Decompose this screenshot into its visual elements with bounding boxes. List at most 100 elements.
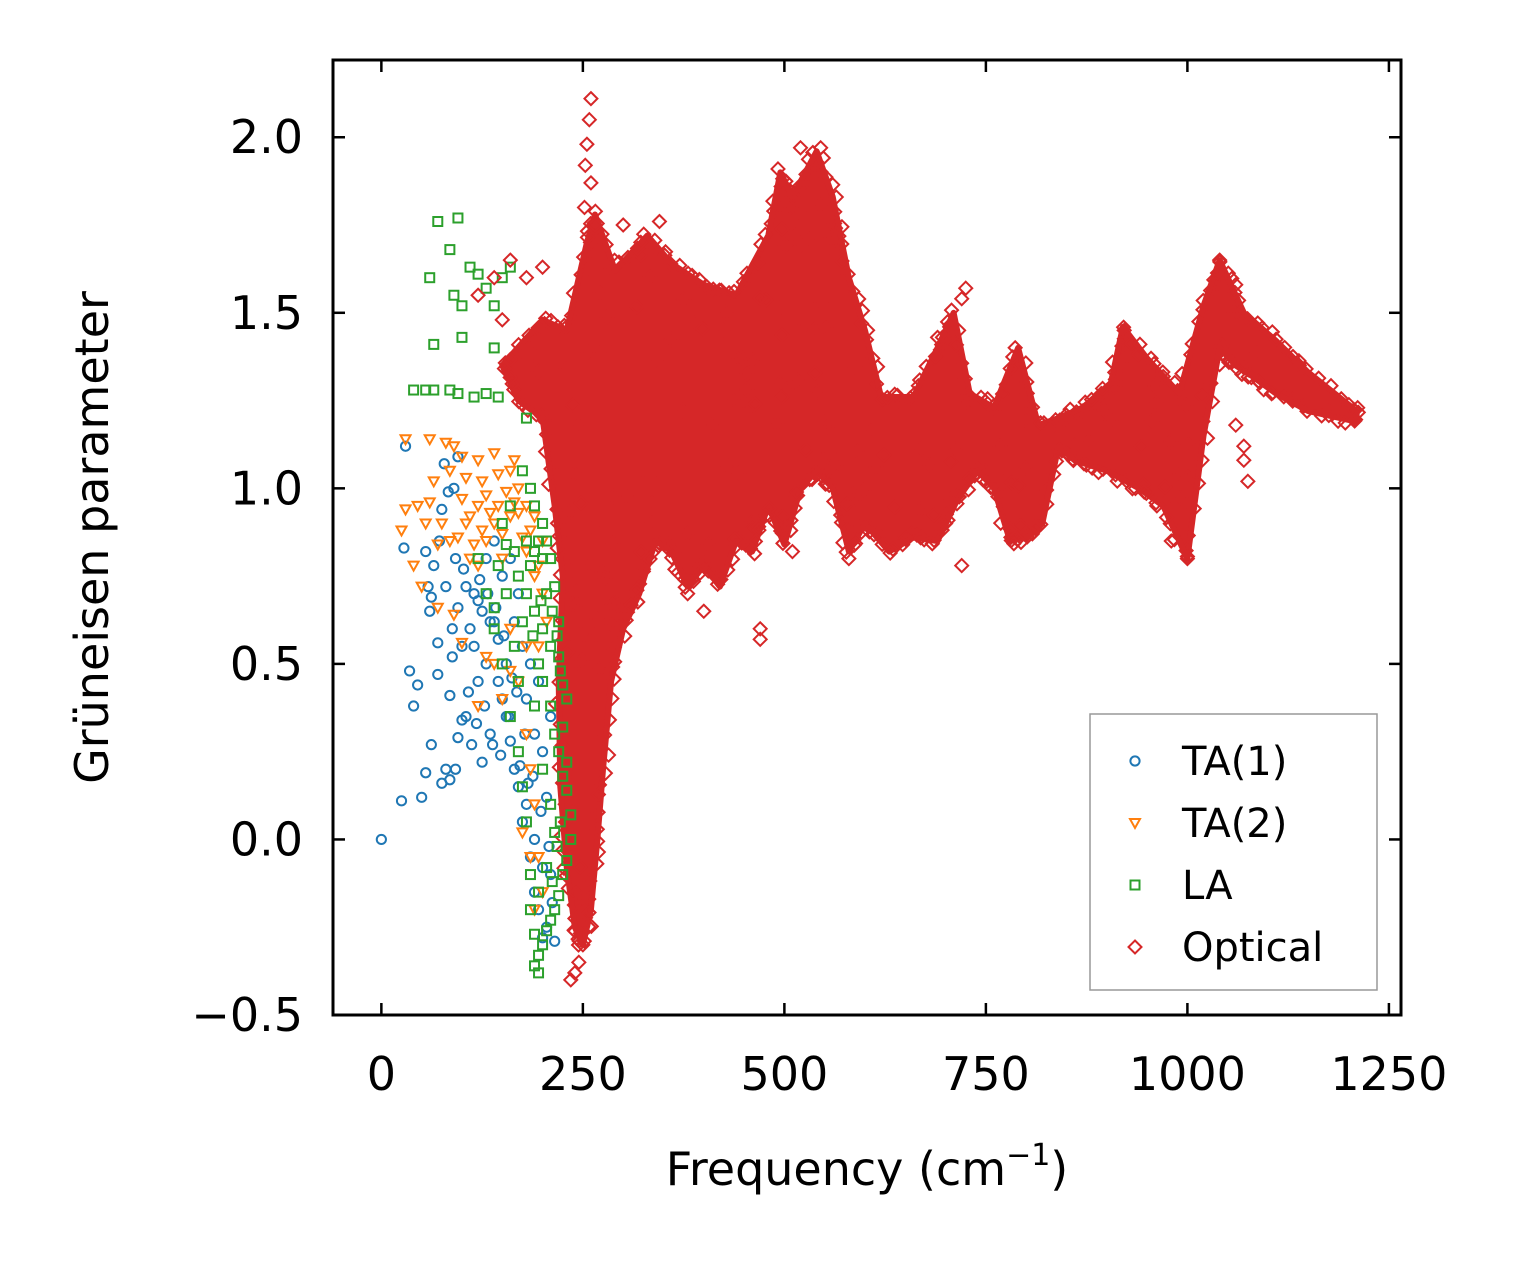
data-point [486,269,503,286]
optical-edge-point [832,507,849,524]
data-point [495,694,509,707]
optical-cloud-point [1240,361,1257,378]
optical-cloud-point [811,197,828,213]
data-point [545,700,557,712]
data-point [496,272,508,284]
data-point [423,434,437,447]
optical-edge-point [1174,365,1190,382]
data-point [514,760,526,772]
optical-edge-point [791,177,808,194]
optical-edge-point [549,501,565,518]
data-point [410,500,425,513]
optical-edge-point [1195,413,1211,430]
optical-cloud-point [1146,378,1163,394]
optical-edge-point [1223,270,1240,287]
optical-cloud-point [758,291,774,308]
data-point [541,925,553,937]
data-point [554,665,566,677]
optical-cloud-point [628,299,645,316]
data-point [504,711,516,723]
optical-cloud-point [1016,411,1033,428]
data-point [479,651,493,664]
y-tick-label: 0.0 [230,812,303,866]
optical-cloud-point [579,619,596,636]
optical-edge-point [746,545,763,562]
data-point [508,640,520,652]
optical-edge-point [650,534,667,551]
data-point [512,675,524,687]
optical-edge-point [978,473,995,490]
data-point [784,543,801,560]
optical-cloud-point [574,652,591,668]
optical-edge-point [554,737,570,754]
data-point [495,749,507,761]
optical-cloud-point [942,491,959,508]
data-point [446,623,458,635]
data-point [395,795,408,807]
data-point [486,739,499,751]
data-point [425,739,437,751]
optical-edge-point [582,234,599,251]
optical-edge-point [1323,377,1339,394]
optical-edge-point [726,283,742,300]
data-point [496,570,508,582]
optical-edge-point [960,481,977,498]
optical-cloud-point [724,391,741,408]
optical-edge-point [957,370,974,387]
optical-cloud-point [773,389,790,405]
data-point [537,675,549,687]
data-point [1227,417,1244,434]
optical-edge-point [750,518,767,535]
data-point [432,216,444,228]
data-point [561,855,573,867]
data-point [533,535,545,547]
optical-cloud-point [635,563,652,580]
data-point [583,90,599,107]
data-point [539,616,554,629]
data-point [577,157,594,174]
data-point [408,384,420,396]
optical-edge-point [765,203,782,220]
data-point [474,574,486,586]
optical-cloud-point [1103,412,1119,429]
optical-edge-point [1313,407,1330,424]
optical-edge-point [1207,273,1224,289]
optical-edge-point [540,476,557,493]
data-point [394,525,409,538]
y-tick-label: 1.5 [230,286,303,340]
data-point [476,605,488,617]
optical-cloud-point [589,610,606,627]
data-point [459,518,473,531]
optical-cloud-point [868,458,884,475]
optical-edge-point [591,776,608,793]
optical-edge-point [770,161,786,177]
optical-cloud-point [806,321,823,338]
optical-edge-point [629,240,646,257]
optical-edge-point [631,575,648,592]
optical-edge-point [792,477,809,494]
optical-edge-point [1190,475,1207,492]
data-point [420,545,432,558]
data-point [500,588,512,600]
data-point [444,774,456,786]
data-point [456,331,468,343]
optical-edge-point [918,358,935,375]
data-point [581,111,598,128]
optical-edge-point [995,498,1012,515]
data-point [398,434,413,447]
data-point [533,967,545,979]
data-point [468,391,480,403]
optical-edge-point [1186,500,1203,517]
data-point [464,623,476,635]
optical-edge-point [850,517,867,534]
data-point [1179,550,1196,567]
optical-edge-point [775,535,791,552]
optical-edge-point [894,536,911,553]
optical-edge-point [977,393,994,410]
data-point [440,763,452,775]
optical-cloud-point [1177,397,1194,413]
optical-edge-point [757,226,774,243]
data-point [456,640,468,652]
optical-edge-point [1148,494,1164,511]
optical-edge-point [1310,370,1327,387]
